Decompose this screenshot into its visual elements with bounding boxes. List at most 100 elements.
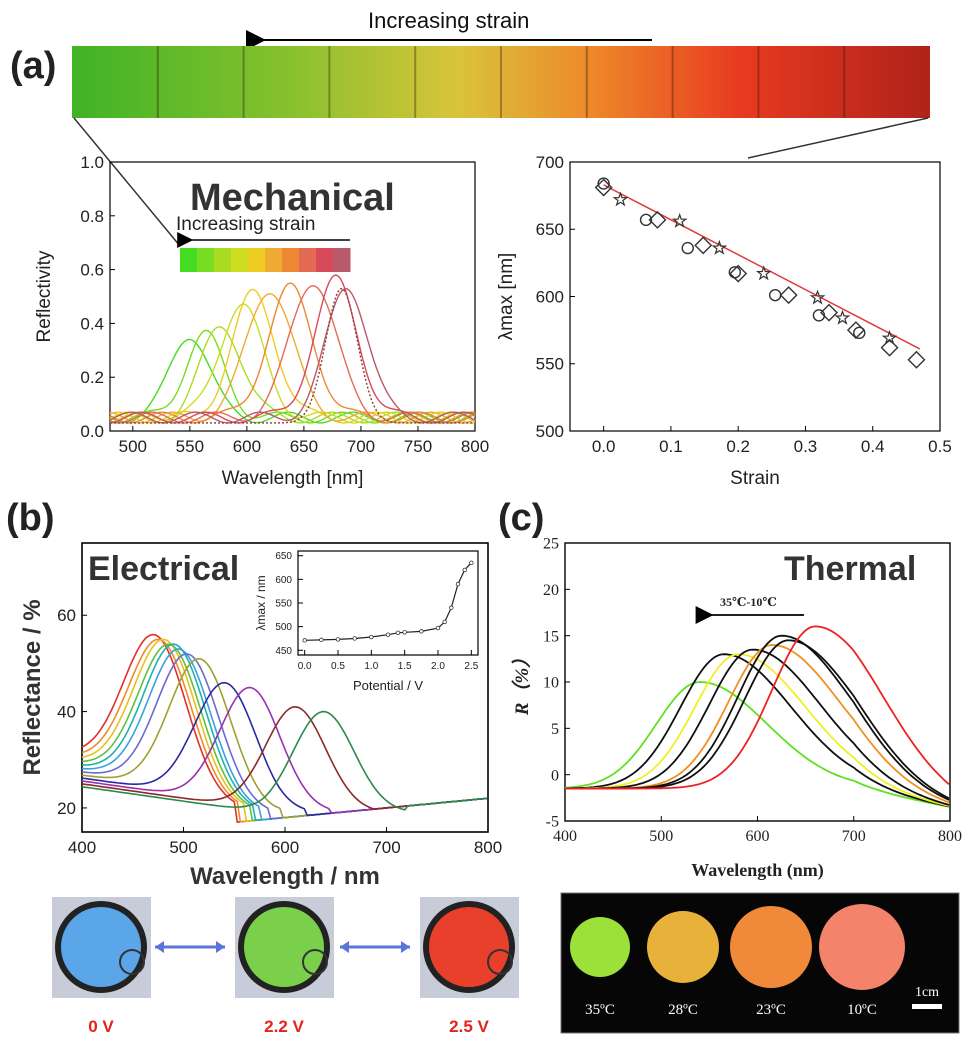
x-tick-label: 750 <box>404 437 432 456</box>
film-sample <box>730 906 812 988</box>
y-tick-label: 15 <box>543 628 559 645</box>
data-point-star <box>809 289 826 305</box>
data-point-diamond <box>729 264 748 283</box>
y-tick-label: 600 <box>536 287 564 306</box>
inset-point <box>352 636 357 641</box>
zoom-line-right <box>747 117 929 159</box>
temperature-label: 28ºC <box>668 1002 698 1018</box>
data-point-diamond <box>648 210 667 229</box>
data-point-star <box>755 265 772 281</box>
y-tick-label: 0.2 <box>80 368 104 387</box>
data-point-diamond <box>820 303 838 322</box>
strip-arrow-label: Increasing strain <box>368 8 529 33</box>
y-axis-label: R（%） <box>511 649 533 717</box>
y-tick-label: 550 <box>536 355 564 374</box>
thermal-curve <box>565 634 950 801</box>
data-point-diamond <box>907 350 926 369</box>
data-point-star <box>612 191 629 207</box>
temperature-label: 10ºC <box>847 1002 877 1018</box>
x-tick-label: 0.4 <box>861 437 885 456</box>
x-tick-label: 2.5 <box>464 661 478 672</box>
voltage-label: 2.5 V <box>449 1017 489 1036</box>
y-tick-label: 600 <box>275 575 292 586</box>
inset-strip-segment <box>265 248 283 272</box>
data-point-circle <box>597 177 610 190</box>
inset-point <box>455 581 461 587</box>
x-tick-label: 0.5 <box>928 437 952 456</box>
panel-label-b: (b) <box>6 497 55 539</box>
double-arrow-head <box>216 941 225 953</box>
y-tick-label: 650 <box>536 220 564 239</box>
fit-line <box>603 184 921 350</box>
data-point-star <box>711 239 728 255</box>
inset-point <box>435 625 441 631</box>
data-point-diamond <box>846 321 865 340</box>
device-active-area <box>429 907 509 987</box>
y-tick-label: 40 <box>57 703 76 722</box>
y-tick-label: 10 <box>543 675 559 692</box>
inset-background <box>298 551 478 655</box>
inset-strip-segment <box>180 248 198 272</box>
reflectivity-curve <box>109 326 476 424</box>
inset-strip-segment <box>197 248 215 272</box>
thermal-curve <box>565 653 950 808</box>
scale-bar-label: 1cm <box>915 985 939 1000</box>
y-tick-label: 650 <box>275 551 292 562</box>
device-active-area <box>244 907 324 987</box>
inset-point <box>335 637 341 642</box>
x-axis-label: Strain <box>730 468 780 489</box>
x-tick-label: 0.2 <box>726 437 750 456</box>
x-tick-label: 800 <box>938 828 962 845</box>
x-tick-label: 500 <box>169 838 197 857</box>
y-tick-label: 450 <box>275 646 292 657</box>
temperature-label: 35ºC <box>585 1002 615 1018</box>
reflectivity-chart: 500 550 600 650 700 750 800 0.0 0.2 0.4 0.6 0.8 1.0 M… <box>34 153 489 489</box>
data-point-diamond <box>594 178 613 197</box>
x-axis-label: Wavelength / nm <box>190 863 380 890</box>
y-tick-label: 550 <box>275 599 292 610</box>
data-point-circle <box>639 213 653 227</box>
y-tick-label: 5 <box>551 721 559 738</box>
double-arrow-head <box>340 941 349 953</box>
data-point-diamond <box>779 286 798 305</box>
x-tick-label: 400 <box>553 828 577 845</box>
reflectivity-curve <box>109 284 475 424</box>
plot-frame <box>109 161 476 432</box>
strain-color-strip <box>72 46 930 118</box>
inset-point <box>419 629 424 634</box>
inset-strip-segment <box>214 248 232 272</box>
y-tick-label: 0.0 <box>80 422 104 441</box>
panel-label-c: (c) <box>498 497 544 539</box>
x-tick-label: 800 <box>461 437 489 456</box>
chart-title: Electrical <box>88 550 239 588</box>
film-sample <box>570 917 630 977</box>
inset-strain-label: Increasing strain <box>176 214 315 235</box>
y-tick-label: 0 <box>551 767 559 784</box>
lambda-strain-chart: 0.0 0.1 0.2 0.3 0.4 0.5 500 550 600 650 700 Strain λ… <box>496 153 952 489</box>
x-tick-label: 800 <box>474 838 502 857</box>
x-tick-label: 0.1 <box>659 437 683 456</box>
voltage-label: 2.2 V <box>264 1017 304 1036</box>
x-tick-label: 1.5 <box>398 661 412 672</box>
strip-seams <box>156 46 846 118</box>
y-tick-label: 700 <box>536 153 564 172</box>
x-tick-label: 550 <box>176 437 204 456</box>
reflectivity-curve <box>109 287 476 424</box>
x-tick-label: 700 <box>347 437 375 456</box>
inset-point <box>302 638 307 643</box>
inset-point <box>462 567 467 573</box>
y-tick-label: 0.4 <box>80 314 104 333</box>
inset-strip-segment <box>231 248 249 272</box>
y-tick-label: 60 <box>57 606 76 625</box>
simulated-curve <box>110 288 475 424</box>
reflectivity-curve <box>109 274 476 424</box>
film-sample <box>647 911 719 983</box>
electrical-inset-chart: 0.0 0.5 1.0 1.5 2.0 2.5 450 500 550 600 650 Potenti… <box>254 550 479 693</box>
device-electrode <box>487 949 513 975</box>
thermal-curve <box>564 681 950 808</box>
inset-point <box>319 637 324 643</box>
x-tick-label: 600 <box>271 838 299 857</box>
inset-y-label: λmax / nm <box>254 575 268 630</box>
electrical-chart: 400 500 600 700 800 20 40 60 Electrical Wavelengt… <box>19 542 502 890</box>
